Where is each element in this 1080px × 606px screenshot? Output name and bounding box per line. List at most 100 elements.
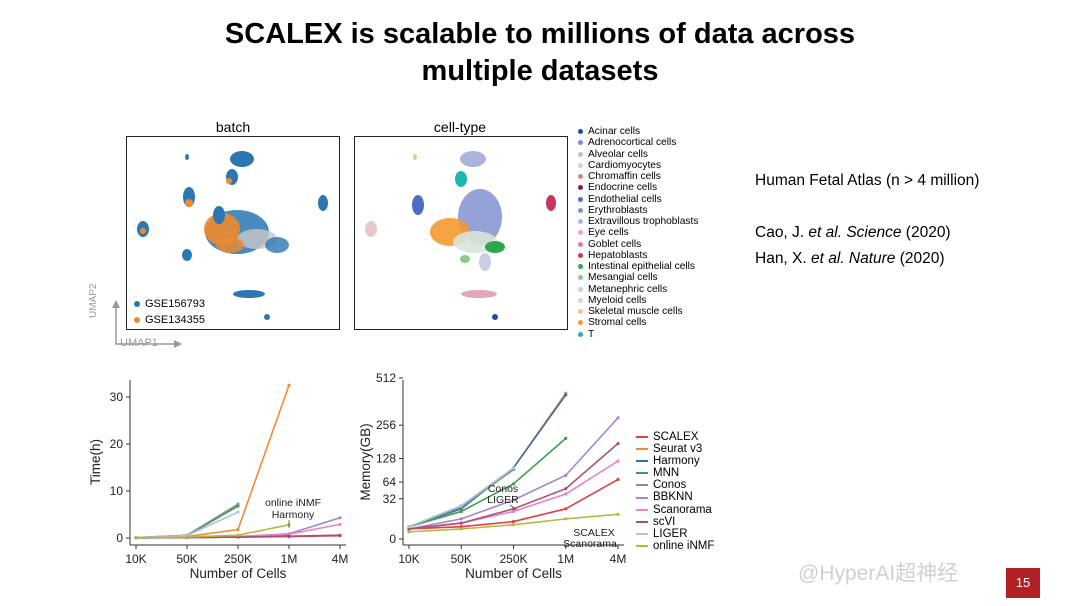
data-point: [338, 522, 342, 526]
data-point: [407, 530, 411, 534]
data-point: [616, 441, 620, 446]
data-point: [564, 507, 568, 511]
batch-legend: GSE156793 GSE134355: [134, 296, 205, 328]
data-point: [511, 498, 516, 502]
legend-swatch: [636, 520, 648, 523]
slide-title-line2: multiple datasets: [421, 55, 659, 87]
legend-dot: [578, 297, 583, 303]
celltype-legend-item: Endocrine cells: [578, 182, 698, 193]
data-point: [236, 527, 240, 532]
legend-dot: [578, 174, 583, 180]
legend-swatch: [636, 484, 648, 487]
celltype-legend-item: Eye cells: [578, 227, 698, 238]
annotation-label: online iNMF: [265, 497, 321, 509]
x-tick-label: 250K: [224, 552, 252, 566]
celltype-legend-label: Endothelial cells: [588, 193, 662, 205]
data-point: [564, 487, 568, 491]
citation-author: Han, X.: [755, 250, 811, 267]
celltype-legend-label: Endocrine cells: [588, 182, 658, 194]
data-point: [287, 383, 291, 387]
citation-author: Cao, J.: [755, 224, 809, 241]
citation-year: (2020): [901, 224, 951, 241]
x-tick-label: 4M: [610, 552, 627, 566]
celltype-legend-item: Myeloid cells: [578, 295, 698, 306]
annotation-label: Conos: [488, 483, 518, 495]
batch-legend-item: GSE156793: [134, 296, 205, 312]
method-legend-item: SCALEX: [636, 431, 714, 443]
legend-dot: [578, 219, 583, 225]
y-tick-label: 30: [110, 390, 124, 404]
y-tick-label: 20: [110, 437, 124, 451]
data-point: [407, 525, 411, 529]
method-legend-label: BBKNN: [653, 491, 693, 504]
legend-swatch: [636, 460, 648, 463]
series-line: [135, 524, 290, 539]
y-tick-label: 64: [383, 475, 397, 489]
batch-umap-scatter: [137, 151, 328, 320]
data-point: [459, 525, 463, 529]
y-axis-label: Memory(GB): [358, 423, 373, 500]
method-legend-label: Conos: [653, 479, 687, 492]
legend-dot: [578, 230, 583, 236]
data-point: [236, 502, 240, 506]
celltype-legend-item: Skeletal muscle cells: [578, 306, 698, 317]
annotation-label: LIGER: [487, 494, 519, 506]
legend-dot: [578, 309, 583, 315]
data-point: [564, 473, 568, 477]
legend-dot: [578, 331, 583, 337]
celltype-legend-label: Extravillous trophoblasts: [588, 216, 699, 227]
annotation-label: Harmony: [272, 509, 315, 521]
legend-dot: [578, 320, 583, 326]
method-legend-label: LIGER: [653, 527, 688, 540]
citation-cao: Cao, J. et al. Science (2020): [755, 224, 951, 242]
data-point: [511, 509, 516, 514]
celltype-legend-item: Intestinal epithelial cells: [578, 261, 698, 272]
batch-panel-title: batch: [215, 119, 251, 135]
y-tick-label: 512: [376, 371, 396, 385]
celltype-legend-label: Eye cells: [588, 227, 629, 239]
celltype-legend-label: Stromal cells: [588, 317, 647, 329]
method-legend-item: Scanorama: [636, 504, 714, 516]
method-legend-label: scVI: [653, 515, 676, 528]
celltype-legend-label: Skeletal muscle cells: [588, 306, 683, 317]
method-legend-item: BBKNN: [636, 491, 714, 503]
data-point: [511, 466, 516, 470]
batch-legend-item: GSE134355: [134, 312, 205, 328]
method-legend-item: scVI: [636, 516, 714, 528]
legend-dot: [578, 185, 583, 191]
methods-legend: SCALEX Seurat v3 Harmony MNN Conos BBKNN Scano…: [636, 431, 714, 552]
celltype-legend-item: T: [578, 329, 698, 340]
series-line: [135, 505, 239, 539]
x-tick-label: 4M: [332, 552, 349, 566]
celltype-legend-label: Intestinal epithelial cells: [588, 261, 696, 272]
legend-dot: [578, 140, 583, 146]
celltype-panel-title: cell-type: [433, 119, 487, 135]
y-tick-label: 0: [389, 532, 396, 546]
page-number: 15: [1006, 568, 1040, 598]
celltype-legend-item: Hepatoblasts: [578, 250, 698, 261]
data-point: [459, 527, 463, 531]
x-tick-label: 250K: [499, 552, 527, 566]
celltype-legend-item: Endothelial cells: [578, 194, 698, 205]
celltype-legend-label: Cardiomyocytes: [588, 159, 662, 171]
celltype-legend-label: Acinar cells: [588, 126, 641, 137]
data-point: [459, 509, 463, 514]
data-point: [185, 535, 189, 539]
data-point: [134, 535, 138, 540]
legend-swatch: [636, 448, 648, 451]
celltype-legend-item: Alveolar cells: [578, 149, 698, 160]
x-tick-label: 1M: [557, 552, 574, 566]
legend-swatch: [636, 436, 648, 439]
annotation-pointer: [509, 504, 518, 511]
series-line: [135, 384, 290, 539]
data-point: [459, 504, 463, 508]
series-line: [408, 392, 567, 528]
data-point: [564, 492, 568, 496]
legend-swatch: [636, 532, 648, 535]
method-legend-label: Seurat v3: [653, 443, 703, 456]
watermark: @HyperAI超神经: [798, 562, 959, 585]
legend-swatch: [636, 544, 648, 547]
celltype-legend-label: Myeloid cells: [588, 294, 647, 306]
celltype-legend-label: Erythroblasts: [588, 204, 648, 216]
data-point: [511, 523, 516, 527]
